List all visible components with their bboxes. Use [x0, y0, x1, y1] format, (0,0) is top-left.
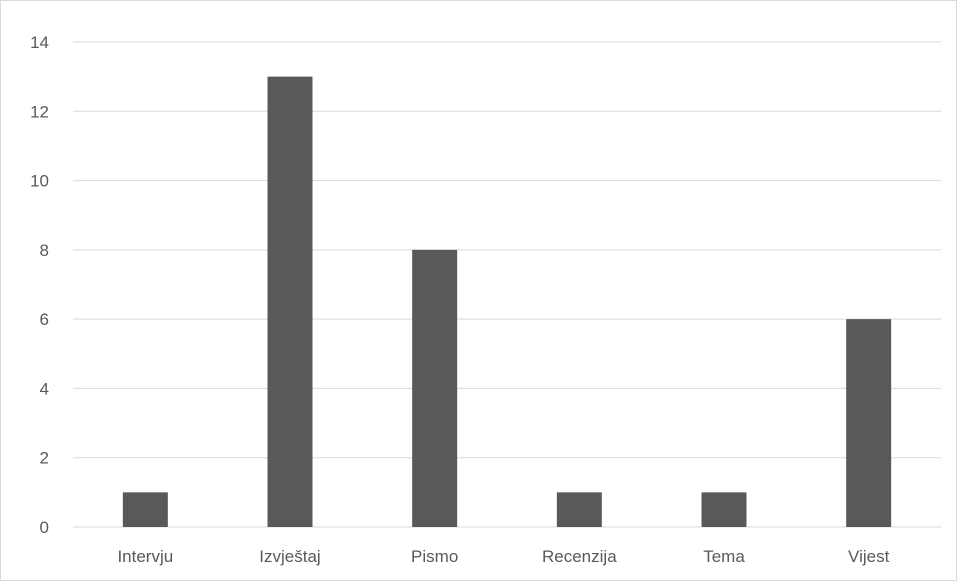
- x-tick-label: Tema: [703, 547, 745, 566]
- y-tick-label: 8: [40, 241, 49, 260]
- bar-vijest: [846, 319, 892, 527]
- bar-izvještaj: [267, 76, 313, 528]
- bar-recenzija: [556, 492, 602, 527]
- bars: [122, 76, 892, 528]
- bar-tema: [701, 492, 747, 527]
- y-axis-tick-labels: 0 2 4 6 8 10 12 14: [30, 33, 49, 537]
- bar-intervju: [122, 492, 168, 527]
- x-tick-label: Vijest: [848, 547, 890, 566]
- y-tick-label: 2: [40, 449, 49, 468]
- x-axis-tick-labels: Intervju Izvještaj Pismo Recenzija Tema Vijes…: [117, 547, 889, 566]
- y-tick-label: 6: [40, 310, 49, 329]
- y-tick-label: 10: [30, 172, 49, 191]
- y-tick-label: 4: [40, 379, 49, 398]
- x-tick-label: Recenzija: [542, 547, 617, 566]
- y-tick-label: 0: [40, 518, 49, 537]
- bar-pismo: [412, 249, 458, 527]
- x-tick-label: Intervju: [117, 547, 173, 566]
- x-tick-label: Izvještaj: [259, 547, 320, 566]
- gridlines: [73, 41, 941, 528]
- y-tick-label: 12: [30, 102, 49, 121]
- x-tick-label: Pismo: [411, 547, 458, 566]
- y-tick-label: 14: [30, 33, 49, 52]
